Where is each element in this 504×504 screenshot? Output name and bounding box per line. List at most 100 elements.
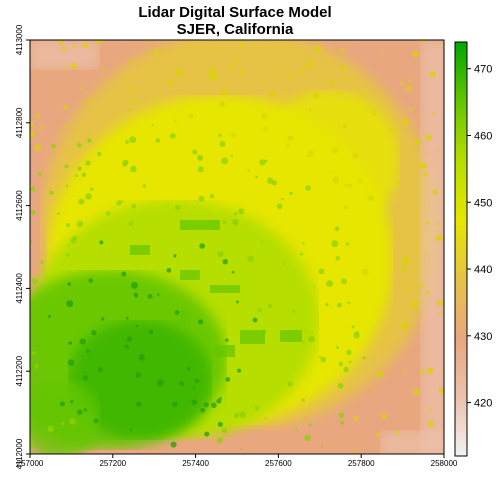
tree-speckle [336,346,339,349]
tree-speckle [289,191,293,196]
tree-speckle [121,200,124,203]
tree-speckle [61,421,65,426]
tree-speckle [199,243,205,249]
tree-speckle [82,42,89,49]
tree-speckle [311,331,314,334]
structure-patch [280,330,302,342]
tree-speckle [165,50,169,53]
tree-speckle [237,368,242,373]
tree-speckle [219,141,226,147]
structure-patch [215,345,235,357]
tree-speckle [239,448,242,450]
tree-speckle [295,427,298,430]
tree-speckle [77,166,82,171]
x-tick-label: 257400 [182,459,209,468]
tree-speckle [219,397,222,400]
tree-speckle [40,290,43,294]
tree-speckle [359,94,363,97]
tree-speckle [436,222,440,227]
tree-speckle [411,300,419,308]
tree-speckle [130,281,138,289]
tree-speckle [353,416,359,422]
tree-speckle [347,301,351,305]
tree-speckle [352,152,358,159]
tree-speckle [233,412,240,418]
tree-speckle [216,437,223,444]
tree-speckle [354,449,358,452]
colorbar-tick-label: 450 [474,197,492,209]
tree-speckle [217,421,223,427]
tree-speckle [35,113,40,118]
tree-speckle [166,268,172,273]
tree-speckle [233,212,238,216]
tree-speckle [247,255,254,262]
tree-speckle [153,49,159,55]
tree-speckle [298,94,302,98]
tree-speckle [301,398,305,402]
tree-speckle [353,332,360,339]
tree-speckle [340,48,345,53]
tree-speckle [203,402,209,408]
x-tick-label: 257200 [99,459,126,468]
tree-speckle [197,166,204,173]
tree-speckle [134,295,138,298]
tree-speckle [87,138,92,143]
tree-speckle [236,300,239,304]
tree-speckle [306,154,310,158]
tree-speckle [188,113,194,119]
tree-speckle [435,234,443,242]
tree-speckle [93,418,99,424]
tree-speckle [198,195,205,202]
tree-speckle [64,164,69,169]
tree-speckle [392,216,395,220]
tree-speckle [287,135,294,142]
tree-speckle [252,317,258,323]
tree-speckle [427,420,435,427]
tree-speckle [341,77,345,82]
tree-speckle [346,349,352,356]
x-tick-label: 257000 [17,459,44,468]
tree-speckle [436,148,439,151]
tree-speckle [432,112,435,115]
tree-speckle [191,399,197,405]
tree-speckle [70,63,77,70]
tree-speckle [406,85,412,92]
tree-speckle [362,356,366,360]
tree-speckle [218,133,222,137]
tree-speckle [30,295,33,298]
y-tick-label: 4112000 [15,438,24,469]
tree-speckle [343,204,349,210]
tree-speckle [412,50,419,58]
tree-speckle [148,329,154,335]
y-tick-label: 4112400 [15,273,24,304]
tree-speckle [285,143,290,148]
tree-speckle [30,186,36,192]
tree-speckle [51,144,56,149]
raster-edge [380,430,444,454]
tree-speckle [49,190,54,195]
tree-speckle [338,412,345,419]
tree-speckle [239,42,244,47]
tree-speckle [221,88,228,95]
tree-speckle [91,330,97,336]
tree-speckle [221,157,229,165]
tree-speckle [276,203,283,210]
tree-speckle [404,370,407,373]
tree-speckle [126,336,132,342]
tree-speckle [198,319,204,325]
tree-speckle [332,176,340,184]
tree-speckle [135,372,141,378]
elevation-region [260,90,400,230]
colorbar-ramp [454,41,468,457]
tree-speckle [320,356,327,363]
tree-speckle [302,341,305,344]
tree-speckle [65,253,69,257]
tree-speckle [267,303,272,308]
tree-speckle [305,61,313,68]
tree-speckle [308,335,315,343]
tree-speckle [170,133,176,139]
tree-speckle [419,162,427,169]
tree-speckle [78,198,85,205]
tree-speckle [170,441,177,448]
